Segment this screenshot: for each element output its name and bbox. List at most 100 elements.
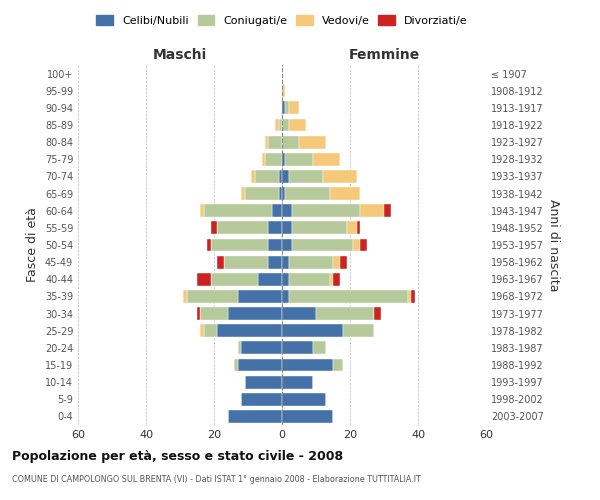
Bar bbox=[323, 170, 357, 183]
Bar bbox=[238, 342, 241, 354]
Bar bbox=[265, 153, 282, 166]
Bar bbox=[408, 290, 411, 303]
Bar bbox=[227, 410, 282, 423]
Bar bbox=[329, 273, 333, 285]
Bar bbox=[282, 153, 286, 166]
Bar bbox=[282, 238, 292, 252]
Bar bbox=[282, 410, 333, 423]
Bar bbox=[217, 222, 268, 234]
Bar bbox=[289, 102, 299, 114]
Bar bbox=[211, 222, 217, 234]
Bar bbox=[286, 102, 289, 114]
Bar bbox=[384, 204, 391, 217]
Bar bbox=[282, 307, 316, 320]
Bar bbox=[333, 358, 343, 372]
Bar bbox=[282, 187, 286, 200]
Bar bbox=[282, 256, 289, 268]
Bar bbox=[235, 358, 238, 372]
Bar bbox=[282, 136, 299, 148]
Bar bbox=[197, 307, 200, 320]
Bar bbox=[245, 187, 278, 200]
Bar bbox=[217, 256, 224, 268]
Bar bbox=[268, 256, 282, 268]
Bar bbox=[333, 273, 340, 285]
Bar bbox=[282, 342, 313, 354]
Bar bbox=[187, 290, 238, 303]
Bar bbox=[282, 376, 313, 388]
Bar bbox=[360, 238, 367, 252]
Bar bbox=[333, 256, 340, 268]
Bar bbox=[275, 118, 278, 132]
Bar bbox=[282, 273, 289, 285]
Bar bbox=[238, 358, 282, 372]
Bar bbox=[289, 256, 333, 268]
Bar bbox=[343, 324, 374, 337]
Bar bbox=[211, 273, 258, 285]
Bar bbox=[184, 290, 187, 303]
Bar bbox=[316, 307, 374, 320]
Bar bbox=[268, 238, 282, 252]
Text: Maschi: Maschi bbox=[153, 48, 207, 62]
Bar bbox=[289, 118, 306, 132]
Bar bbox=[278, 187, 282, 200]
Bar bbox=[262, 153, 265, 166]
Bar bbox=[313, 153, 340, 166]
Bar bbox=[227, 307, 282, 320]
Bar bbox=[282, 170, 289, 183]
Bar bbox=[374, 307, 380, 320]
Bar bbox=[353, 238, 360, 252]
Bar bbox=[347, 222, 357, 234]
Bar bbox=[289, 170, 323, 183]
Bar bbox=[289, 273, 329, 285]
Bar bbox=[282, 118, 289, 132]
Bar bbox=[278, 118, 282, 132]
Bar bbox=[200, 307, 227, 320]
Text: Popolazione per età, sesso e stato civile - 2008: Popolazione per età, sesso e stato civil… bbox=[12, 450, 343, 463]
Bar bbox=[200, 324, 204, 337]
Y-axis label: Fasce di età: Fasce di età bbox=[26, 208, 39, 282]
Bar bbox=[211, 238, 268, 252]
Bar bbox=[251, 170, 255, 183]
Bar bbox=[282, 102, 286, 114]
Bar bbox=[282, 204, 292, 217]
Bar bbox=[255, 170, 278, 183]
Bar bbox=[268, 222, 282, 234]
Bar bbox=[282, 84, 286, 97]
Bar bbox=[282, 222, 292, 234]
Bar bbox=[217, 324, 282, 337]
Bar bbox=[241, 342, 282, 354]
Bar bbox=[286, 187, 329, 200]
Bar bbox=[289, 290, 408, 303]
Bar bbox=[313, 342, 326, 354]
Y-axis label: Anni di nascita: Anni di nascita bbox=[547, 198, 560, 291]
Bar bbox=[197, 273, 211, 285]
Legend: Celibi/Nubili, Coniugati/e, Vedovi/e, Divorziati/e: Celibi/Nubili, Coniugati/e, Vedovi/e, Di… bbox=[92, 10, 472, 30]
Bar bbox=[238, 290, 282, 303]
Bar bbox=[292, 204, 360, 217]
Bar bbox=[245, 376, 282, 388]
Bar bbox=[265, 136, 268, 148]
Bar bbox=[282, 290, 289, 303]
Bar bbox=[282, 393, 326, 406]
Bar bbox=[282, 324, 343, 337]
Bar bbox=[286, 153, 313, 166]
Bar bbox=[340, 256, 347, 268]
Bar bbox=[200, 204, 204, 217]
Bar bbox=[268, 136, 282, 148]
Bar bbox=[292, 222, 347, 234]
Bar bbox=[241, 393, 282, 406]
Bar bbox=[411, 290, 415, 303]
Bar bbox=[204, 324, 217, 337]
Bar bbox=[360, 204, 384, 217]
Bar bbox=[282, 358, 333, 372]
Bar bbox=[258, 273, 282, 285]
Bar bbox=[329, 187, 360, 200]
Text: Femmine: Femmine bbox=[349, 48, 419, 62]
Bar bbox=[272, 204, 282, 217]
Bar bbox=[299, 136, 326, 148]
Text: COMUNE DI CAMPOLONGO SUL BRENTA (VI) - Dati ISTAT 1° gennaio 2008 - Elaborazione: COMUNE DI CAMPOLONGO SUL BRENTA (VI) - D… bbox=[12, 475, 421, 484]
Bar bbox=[224, 256, 268, 268]
Bar bbox=[241, 187, 245, 200]
Bar bbox=[278, 170, 282, 183]
Bar bbox=[207, 238, 211, 252]
